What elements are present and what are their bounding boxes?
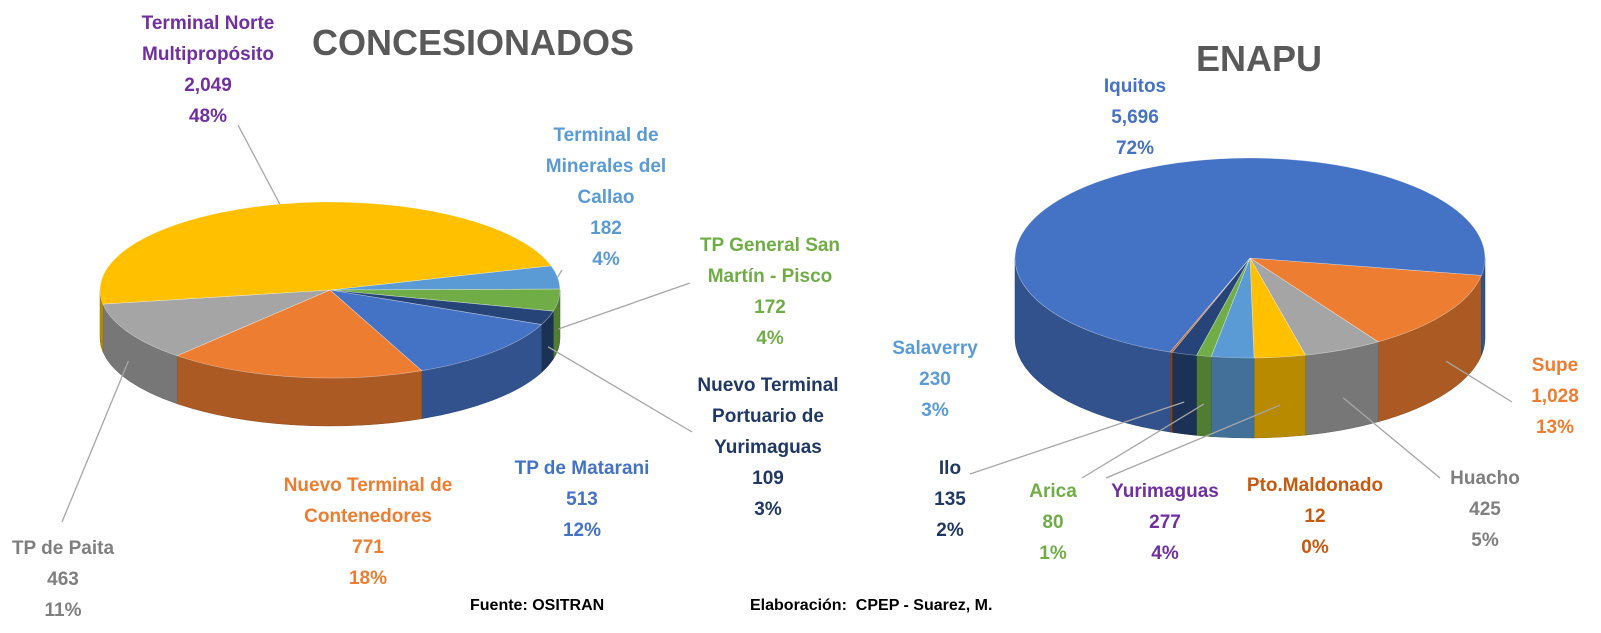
data-label: Pto.Maldonado 12 0% xyxy=(1230,470,1400,563)
data-label: Terminal Norte Multipropósito 2,049 48% xyxy=(123,8,293,132)
data-label: Supe 1,028 13% xyxy=(1470,350,1601,443)
label-percent: 12% xyxy=(562,520,602,541)
slice-side xyxy=(1196,355,1212,437)
slice-side xyxy=(1171,352,1197,436)
label-name: Iquitos xyxy=(1103,76,1167,97)
label-name: Nuevo Terminal de Contenedores xyxy=(283,475,453,527)
label-percent: 18% xyxy=(348,568,388,589)
label-percent: 5% xyxy=(1471,530,1499,551)
leader-line xyxy=(547,346,693,433)
label-value: 80 xyxy=(1042,512,1064,533)
data-label: TP de Paita 463 11% xyxy=(0,533,148,626)
label-percent: 3% xyxy=(754,499,782,520)
label-percent: 4% xyxy=(756,328,784,349)
label-name: Huacho xyxy=(1450,468,1520,489)
label-value: 513 xyxy=(566,489,598,510)
leader-line xyxy=(1445,360,1513,403)
data-label: TP General San Martín - Pisco 172 4% xyxy=(685,230,855,354)
data-label: Arica 80 1% xyxy=(968,476,1138,569)
label-value: 277 xyxy=(1149,512,1181,533)
slice-side xyxy=(1210,356,1255,439)
label-percent: 3% xyxy=(921,400,949,421)
slice-side xyxy=(1253,354,1306,439)
data-label: Terminal de Minerales del Callao 182 4% xyxy=(521,120,691,275)
label-value: 5,696 xyxy=(1111,107,1159,128)
data-label: Salaverry 230 3% xyxy=(850,333,1020,426)
label-percent: 13% xyxy=(1535,417,1575,438)
slice xyxy=(176,289,423,379)
data-label: Iquitos 5,696 72% xyxy=(1050,71,1220,164)
label-name: TP General San Martín - Pisco xyxy=(699,235,841,287)
credit-note: Elaboración: CPEP - Suarez, M. xyxy=(750,597,993,614)
slice-side xyxy=(1169,351,1173,433)
label-percent: 2% xyxy=(936,520,964,541)
slice xyxy=(1014,157,1486,353)
data-label: TP de Matarani 513 12% xyxy=(497,453,667,546)
label-percent: 48% xyxy=(188,106,228,127)
label-percent: 1% xyxy=(1039,543,1067,564)
label-name: Yurimaguas xyxy=(1111,481,1219,502)
label-value: 172 xyxy=(754,297,786,318)
label-value: 12 xyxy=(1304,506,1326,527)
label-name: Pto.Maldonado xyxy=(1246,475,1384,496)
label-value: 182 xyxy=(590,218,622,239)
label-name: Arica xyxy=(1029,481,1077,502)
data-label: Yurimaguas 277 4% xyxy=(1080,476,1250,569)
slice-side xyxy=(1305,341,1379,436)
data-label: Huacho 425 5% xyxy=(1400,463,1570,556)
leader-line xyxy=(1342,397,1441,479)
pie xyxy=(1014,157,1486,439)
chart-title: ENAPU xyxy=(1196,38,1323,79)
label-name: Terminal Norte Multipropósito xyxy=(141,13,275,65)
label-value: 109 xyxy=(752,468,784,489)
label-value: 425 xyxy=(1469,499,1501,520)
data-label: Ilo 135 2% xyxy=(865,453,1035,546)
label-value: 230 xyxy=(919,369,951,390)
label-percent: 72% xyxy=(1115,138,1155,159)
label-value: 1,028 xyxy=(1531,386,1579,407)
label-value: 463 xyxy=(47,569,79,590)
pie xyxy=(99,201,561,427)
label-name: TP de Paita xyxy=(11,538,115,559)
leader-line xyxy=(558,282,691,330)
chart-title: CONCESIONADOS xyxy=(312,22,635,63)
leader-line xyxy=(1105,404,1281,479)
label-percent: 0% xyxy=(1301,537,1329,558)
source-note: Fuente: OSITRAN xyxy=(470,597,605,614)
label-name: TP de Matarani xyxy=(514,458,650,479)
label-name: Supe xyxy=(1531,355,1579,376)
slice xyxy=(329,289,543,372)
leader-line xyxy=(557,269,563,278)
label-name: Ilo xyxy=(938,458,962,479)
leader-line xyxy=(61,360,129,523)
slice xyxy=(1249,257,1482,343)
data-label: Nuevo Terminal Portuario de Yurimaguas 10… xyxy=(683,370,853,525)
label-value: 771 xyxy=(352,537,384,558)
slice xyxy=(99,201,552,305)
label-percent: 4% xyxy=(592,249,620,270)
label-value: 2,049 xyxy=(184,75,232,96)
label-name: Terminal de Minerales del Callao xyxy=(545,125,667,208)
label-percent: 4% xyxy=(1151,543,1179,564)
leader-line xyxy=(237,124,281,205)
label-value: 135 xyxy=(934,489,966,510)
slice xyxy=(102,289,331,357)
label-name: Salaverry xyxy=(892,338,978,359)
label-percent: 11% xyxy=(44,600,82,621)
leader-line xyxy=(1081,403,1205,479)
data-label: Nuevo Terminal de Contenedores 771 18% xyxy=(283,470,453,594)
label-name: Nuevo Terminal Portuario de Yurimaguas xyxy=(697,375,839,458)
leader-line xyxy=(969,401,1185,475)
